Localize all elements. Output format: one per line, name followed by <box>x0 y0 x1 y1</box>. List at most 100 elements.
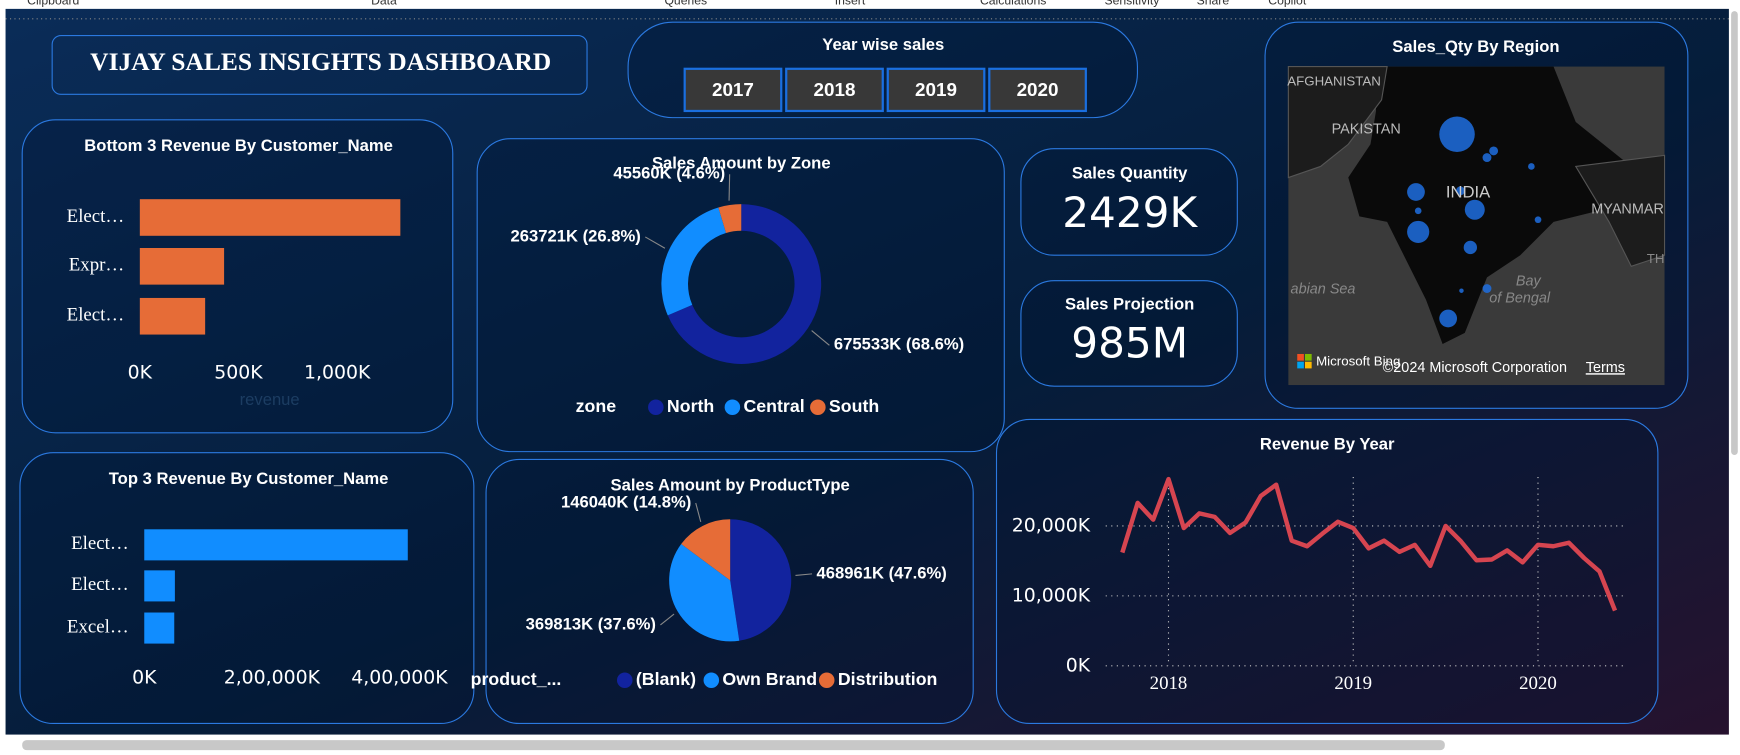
card-value: 2429K <box>1062 188 1198 237</box>
legend-entry: Distribution <box>838 669 938 689</box>
bar <box>144 612 175 644</box>
y-tick-label: Expr… <box>69 255 125 276</box>
map-attribution: Microsoft Bing <box>1316 353 1400 368</box>
x-tick-label: 1,000K <box>304 361 371 383</box>
slicer-button[interactable] <box>683 67 783 113</box>
map-bubble[interactable] <box>1414 207 1422 215</box>
x-tick-label: 2020 <box>1519 673 1557 694</box>
data-label: 675533K (68.6%) <box>834 335 964 354</box>
card-panel <box>1020 148 1238 256</box>
legend-entry: Own Brand <box>722 669 817 689</box>
card-title: Sales Quantity <box>1072 164 1188 183</box>
map-bubble[interactable] <box>1455 186 1465 196</box>
x-tick-label: 0K <box>132 666 157 688</box>
dashboard-title: VIJAY SALES INSIGHTS DASHBOARD <box>90 47 551 76</box>
data-label: 263721K (26.8%) <box>510 226 640 245</box>
y-tick-label: Elect… <box>67 206 125 227</box>
map-bubble[interactable] <box>1439 116 1475 153</box>
logo <box>1305 361 1312 369</box>
map-label: abian Sea <box>1291 281 1356 297</box>
ribbon: Clipboard Data Queries Insert Calculations Se… <box>27 0 1307 7</box>
slice <box>667 204 822 364</box>
y-tick-label: 0K <box>1066 654 1091 676</box>
legend-marker <box>648 399 664 416</box>
ribbon-tab[interactable]: Share <box>1197 0 1230 7</box>
legend-entry: South <box>829 396 879 416</box>
legend-marker <box>616 672 633 688</box>
leader-line <box>728 174 731 201</box>
header-panel <box>51 34 588 95</box>
card-panel <box>1020 280 1238 387</box>
chart-panel <box>995 418 1659 725</box>
slice <box>669 543 740 642</box>
map-bubble[interactable] <box>1534 216 1542 224</box>
chart-title: Revenue By Year <box>1260 434 1395 453</box>
ribbon-tab[interactable]: Copilot <box>1268 0 1307 7</box>
map-title: Sales_Qty By Region <box>1392 37 1559 56</box>
map-label: AFGHANISTAN <box>1287 74 1381 89</box>
legend-title: zone <box>576 396 617 416</box>
map-terms[interactable]: Terms <box>1586 360 1625 376</box>
bar <box>144 529 408 561</box>
map-label: of Bengal <box>1489 290 1551 306</box>
map-label: INDIA <box>1446 182 1491 201</box>
leader-line <box>644 236 666 249</box>
ribbon-tab[interactable]: Calculations <box>980 0 1046 7</box>
x-axis-title: revenue <box>240 390 300 409</box>
slicer-item: 2019 <box>915 79 957 100</box>
v-scrollbar[interactable] <box>1731 11 1738 455</box>
slicer-button[interactable] <box>785 67 884 113</box>
slice <box>718 204 742 234</box>
map-labels: AFGHANISTAN PAKISTAN INDIA MYANMAR abian… <box>1287 74 1664 307</box>
bar <box>144 570 175 602</box>
map-bubble[interactable] <box>1407 220 1430 244</box>
x-tick-label: 500K <box>214 361 263 383</box>
leader-line <box>660 613 675 626</box>
ribbon-tab[interactable]: Data <box>371 0 397 7</box>
slicer-button[interactable] <box>886 67 986 113</box>
card-value: 985M <box>1071 319 1188 368</box>
bar <box>139 297 206 335</box>
y-tick-label: Elect… <box>71 533 129 554</box>
slicer-item: 2020 <box>1017 79 1059 100</box>
logo <box>1297 353 1304 361</box>
y-tick-label: Excel… <box>67 616 129 637</box>
h-scrollbar[interactable] <box>22 740 1445 751</box>
chart-title: Top 3 Revenue By Customer_Name <box>109 469 389 488</box>
map-label: Bay <box>1516 274 1542 290</box>
chart-title: Bottom 3 Revenue By Customer_Name <box>84 136 393 155</box>
map-bubble[interactable] <box>1407 183 1425 201</box>
ribbon-tab[interactable]: Clipboard <box>27 0 79 7</box>
leader-line <box>811 330 830 346</box>
legend-marker <box>724 399 741 416</box>
slice <box>661 207 727 316</box>
x-tick-label: 0K <box>128 361 153 383</box>
map-bubble[interactable] <box>1482 153 1492 163</box>
x-tick-label: 2019 <box>1334 673 1372 694</box>
chart-panel <box>476 138 1005 453</box>
line <box>1120 476 1618 612</box>
map-label: TH <box>1647 251 1665 266</box>
ribbon-tab[interactable]: Sensitivity <box>1104 0 1160 7</box>
map-bubble[interactable] <box>1482 284 1492 293</box>
map-bubble[interactable] <box>1463 240 1478 255</box>
legend-marker <box>818 672 835 688</box>
slice <box>681 519 731 581</box>
legend-title: product_... <box>471 669 562 689</box>
map-bubble[interactable] <box>1464 199 1485 220</box>
map-land <box>1348 66 1632 344</box>
map-bubble[interactable] <box>1459 288 1464 293</box>
ribbon-tab[interactable]: Insert <box>835 0 866 7</box>
slicer: 2017 2018 2019 2020 <box>683 67 1087 113</box>
slicer-title: Year wise sales <box>822 35 944 54</box>
data-label: 468961K (47.6%) <box>816 563 946 582</box>
map-bubble[interactable] <box>1528 163 1535 170</box>
map-bubble[interactable] <box>1489 146 1499 156</box>
map-copyright: ©2024 Microsoft Corporation <box>1383 360 1567 376</box>
map-bubble[interactable] <box>1439 309 1458 328</box>
slicer-button[interactable] <box>988 67 1087 113</box>
ribbon-tab[interactable]: Queries <box>664 0 707 7</box>
bar <box>139 248 225 285</box>
